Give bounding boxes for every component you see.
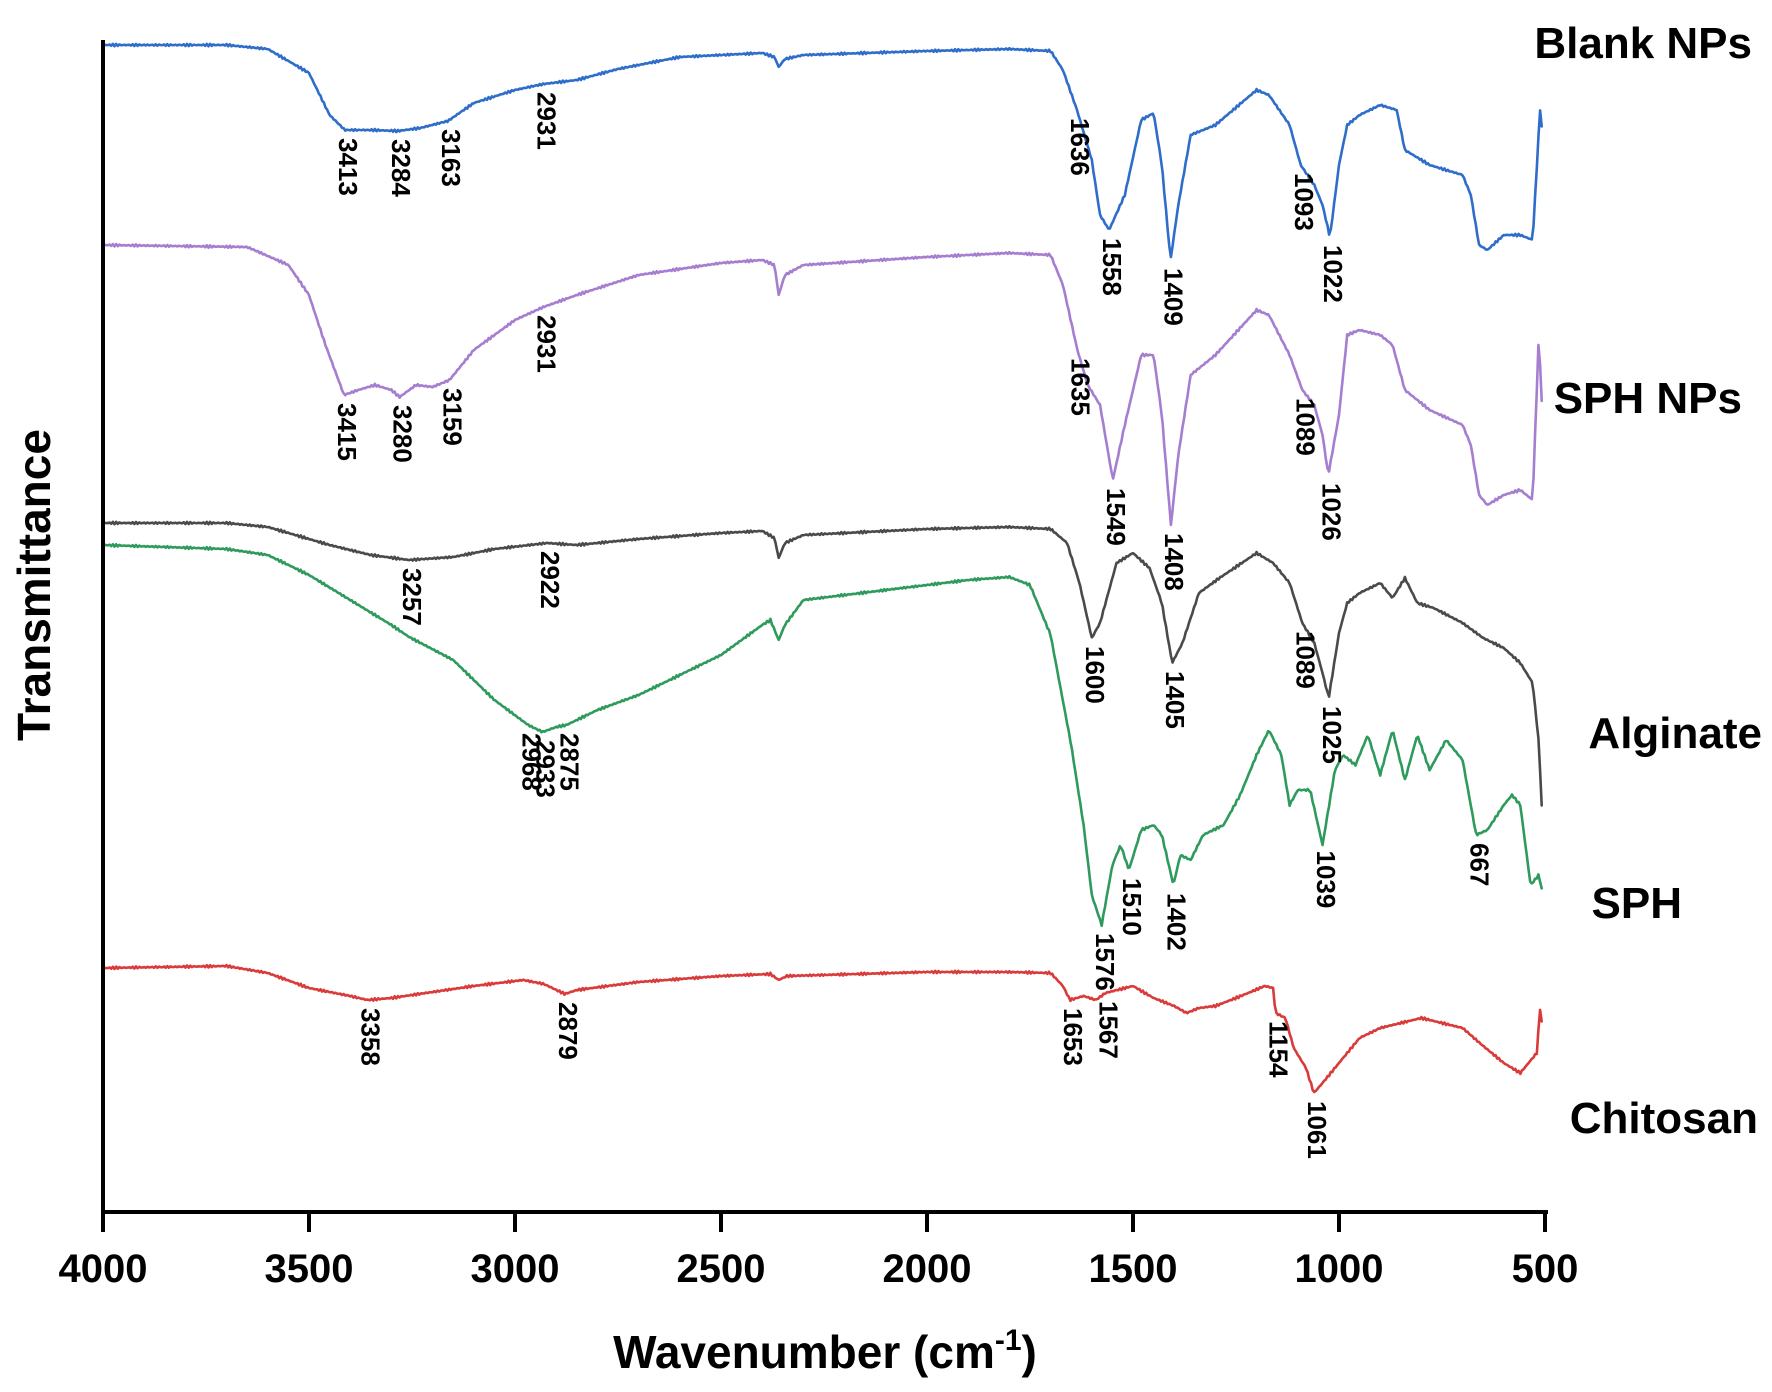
x-axis-title: Wavenumber (cm-1): [613, 1324, 1037, 1378]
peak-label-2879: 2879: [553, 1002, 583, 1060]
peak-label-1409: 1409: [1159, 268, 1189, 326]
x-tick-label-2000: 2000: [883, 1247, 972, 1291]
series-label-sph: SPH: [1592, 879, 1682, 928]
peak-label-1549: 1549: [1101, 488, 1131, 546]
axes: [101, 40, 1548, 1214]
peak-label-2922: 2922: [535, 551, 565, 609]
peak-label-3358: 3358: [356, 1008, 386, 1066]
peak-label-1089: 1089: [1290, 398, 1320, 456]
x-tick-label-1500: 1500: [1089, 1247, 1178, 1291]
peak-label-2968: 2968: [516, 733, 546, 791]
peak-label-667: 667: [1464, 843, 1494, 886]
series-labels: Blank NPs SPH NPs Alginate SPH Chitosan: [1534, 19, 1762, 1143]
peak-label-3413: 3413: [333, 138, 363, 196]
peak-label-1022: 1022: [1318, 245, 1348, 303]
peak-label-1405: 1405: [1160, 671, 1190, 729]
peak-label-1510: 1510: [1117, 878, 1147, 936]
peak-label-1026: 1026: [1316, 483, 1346, 541]
peak-label-1558: 1558: [1097, 238, 1127, 296]
peak-label-1653: 1653: [1058, 1008, 1088, 1066]
x-tick-label-500: 500: [1512, 1247, 1579, 1291]
x-tick-label-4000: 4000: [59, 1247, 148, 1291]
peak-annotations: 3413 3284 3163 2931 1636 1558 1409 1093 1022 3415…: [332, 92, 1494, 1159]
peak-label-3257: 3257: [397, 568, 427, 626]
series-line-sph: [101, 542, 1543, 928]
peak-label-3159: 3159: [438, 388, 468, 446]
peak-label-1089: 1089: [1290, 631, 1320, 689]
peak-label-1154: 1154: [1264, 1021, 1294, 1078]
peak-label-3284: 3284: [386, 139, 416, 197]
x-tick-label-3000: 3000: [471, 1247, 560, 1291]
series-line-alginate: [101, 520, 1543, 807]
series-label-sph-nps: SPH NPs: [1554, 374, 1742, 423]
peak-label-3280: 3280: [388, 405, 418, 463]
peak-label-1635: 1635: [1066, 358, 1096, 416]
peak-label-1576: 1576: [1090, 933, 1120, 991]
x-tick-label-1000: 1000: [1295, 1247, 1384, 1291]
peak-label-1567: 1567: [1094, 1001, 1124, 1059]
peak-label-1039: 1039: [1311, 851, 1341, 909]
series-label-alginate: Alginate: [1588, 709, 1762, 758]
x-tick-label-2500: 2500: [677, 1247, 766, 1291]
x-tick-label-3500: 3500: [265, 1247, 354, 1291]
peak-label-1025: 1025: [1317, 706, 1347, 764]
y-axis-title: Transmittance: [8, 429, 60, 741]
peak-label-1061: 1061: [1302, 1101, 1332, 1159]
series-line-chitosan: [101, 963, 1543, 1094]
peak-label-2933: 2933: [531, 740, 561, 798]
series-line-blank-nps: [101, 42, 1543, 259]
series-label-blank-nps: Blank NPs: [1534, 19, 1752, 68]
peak-label-1408: 1408: [1159, 533, 1189, 591]
peak-label-2875: 2875: [555, 733, 585, 791]
peak-label-2931: 2931: [532, 92, 562, 150]
peak-label-2931: 2931: [532, 315, 562, 373]
peak-label-1093: 1093: [1289, 173, 1319, 231]
peak-label-1402: 1402: [1162, 893, 1192, 951]
x-ticks: 4000 3500 3000 2500 2000 1500 1000 500: [59, 1212, 1579, 1291]
series-label-chitosan: Chitosan: [1570, 1094, 1758, 1143]
series-line-sph-nps: [101, 242, 1543, 527]
peak-label-1600: 1600: [1080, 646, 1110, 704]
peak-label-3415: 3415: [332, 403, 362, 461]
series-layer: [101, 42, 1543, 1094]
peak-label-1636: 1636: [1065, 118, 1095, 176]
peak-label-3163: 3163: [436, 129, 466, 187]
